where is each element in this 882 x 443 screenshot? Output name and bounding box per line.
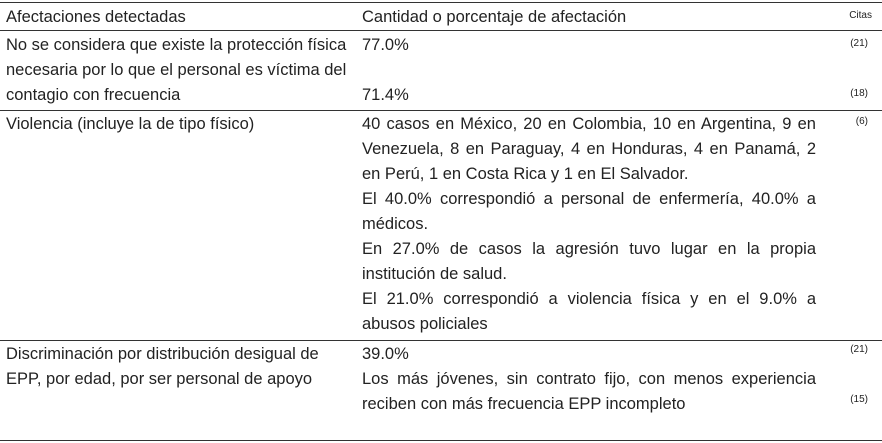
rule (0, 2, 882, 3)
header-cell: Cantidad o porcentaje de afectación (362, 8, 627, 26)
citation: (6) (855, 116, 868, 127)
citation: (21) (850, 344, 868, 355)
citation: (21) (850, 38, 868, 49)
row-label: Violencia (incluye la de tipo físico) (6, 115, 255, 133)
row-label: Discriminación por distribución desigual… (6, 345, 319, 388)
row-label: No se considera que existe la protección… (6, 36, 347, 104)
header-cell: Afectaciones detectadas (6, 8, 186, 26)
paragraph: El 40.0% correspondió a personal de enfe… (362, 190, 816, 233)
rule (0, 340, 882, 341)
paragraph: El 21.0% correspondió a violencia física… (362, 290, 816, 333)
rule (0, 110, 882, 111)
cell-text: 39.0% Los más jóvenes, sin contrato fijo… (362, 342, 816, 417)
cell-text: 71.4% (362, 86, 409, 104)
paragraph: En 27.0% de casos la agresión tuvo lugar… (362, 240, 816, 283)
header-cell: Citas (849, 10, 872, 21)
cell-text: 40 casos en México, 20 en Colombia, 10 e… (362, 112, 816, 337)
citation: (15) (850, 394, 868, 405)
paragraph: 39.0% (362, 345, 409, 363)
paragraph: Los más jóvenes, sin contrato fijo, con … (362, 370, 816, 413)
paragraph: 40 casos en México, 20 en Colombia, 10 e… (362, 115, 816, 183)
cell-text: 77.0% (362, 36, 409, 54)
rule (0, 30, 882, 31)
rule (0, 440, 882, 441)
citation: (18) (850, 88, 868, 99)
